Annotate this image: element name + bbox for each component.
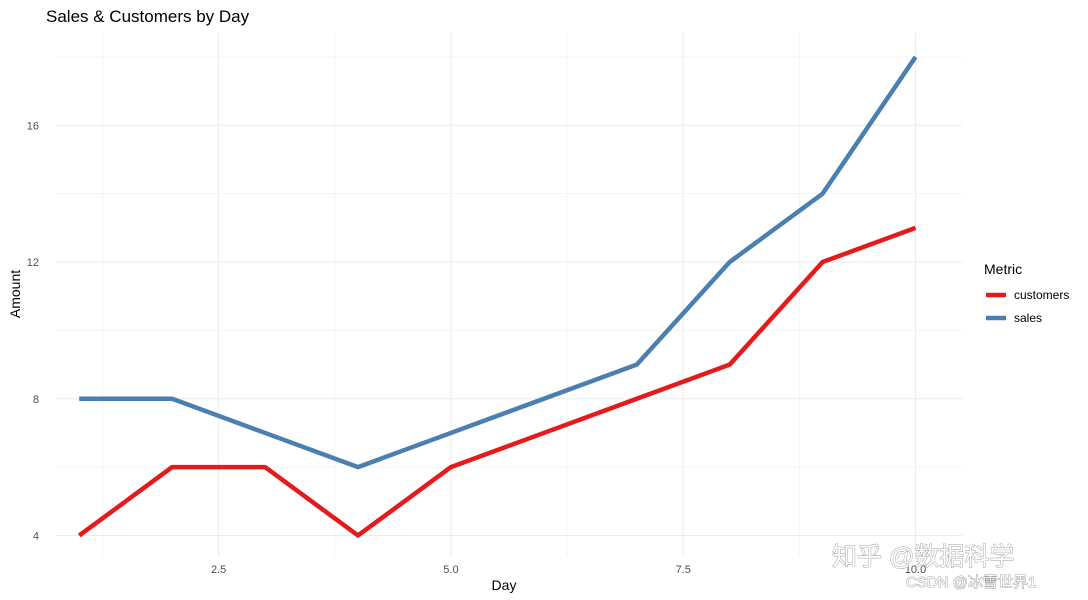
chart-title: Sales & Customers by Day (46, 7, 250, 26)
watermark-zhihu: 知乎 @数据科学 (832, 543, 1014, 571)
legend-label-customers: customers (1014, 288, 1069, 302)
grid-lines (56, 33, 962, 556)
legend-label-sales: sales (1014, 311, 1042, 325)
y-tick-label: 4 (33, 530, 39, 542)
series-line-customers (77, 225, 917, 538)
x-axis-ticks: 2.5 5.0 7.5 10.0 (211, 564, 926, 576)
y-axis-title: Amount (7, 270, 23, 318)
x-tick-label: 5.0 (443, 564, 458, 576)
y-tick-label: 8 (33, 394, 39, 406)
x-axis-title: Day (492, 577, 517, 593)
series-lines (77, 55, 918, 538)
legend: Metric customers sales (984, 261, 1069, 325)
watermark-csdn: CSDN @冰雪世界1 (906, 574, 1036, 591)
x-tick-label: 2.5 (211, 564, 226, 576)
x-tick-label: 7.5 (676, 564, 691, 576)
y-tick-label: 16 (27, 120, 39, 132)
y-axis-ticks: 4 8 12 16 (27, 120, 39, 542)
y-tick-label: 12 (27, 257, 39, 269)
x-tick-label: 10.0 (905, 564, 926, 576)
series-line-sales (79, 55, 918, 470)
legend-title: Metric (984, 261, 1022, 277)
